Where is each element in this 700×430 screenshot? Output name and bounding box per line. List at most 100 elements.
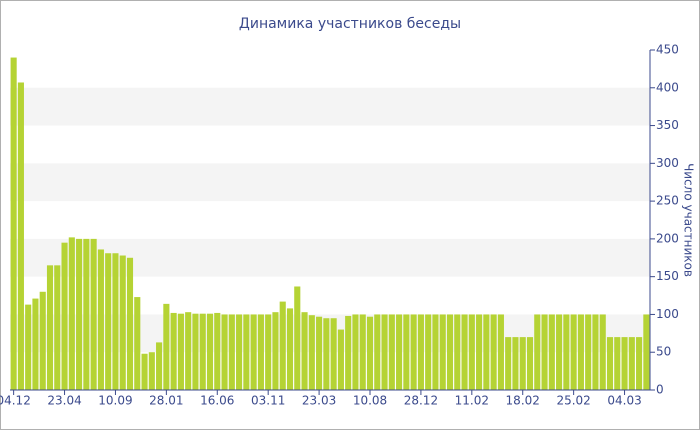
bar — [25, 304, 32, 390]
bar — [585, 314, 592, 390]
bar — [396, 314, 403, 390]
bar — [446, 314, 454, 390]
bar — [90, 238, 97, 390]
x-tick-label: 16.06 — [200, 394, 234, 408]
y-tick-label: 350 — [656, 118, 679, 132]
bar — [526, 337, 534, 390]
bar — [417, 314, 424, 390]
bar — [621, 337, 628, 390]
bar — [192, 313, 199, 390]
x-tick-label: 03.11 — [251, 394, 285, 408]
y-axis-label: Число участников — [682, 163, 696, 277]
bar — [403, 314, 410, 390]
bar — [556, 314, 563, 390]
bar — [316, 316, 323, 390]
bar — [126, 257, 134, 390]
bar — [83, 238, 90, 390]
bar — [388, 314, 395, 390]
bar — [105, 253, 112, 390]
bar — [163, 303, 170, 390]
x-tick-label: 04.03 — [607, 394, 641, 408]
bar — [141, 353, 148, 390]
bar — [257, 314, 264, 390]
bar — [352, 314, 359, 390]
bar — [10, 57, 17, 391]
bar — [599, 314, 606, 390]
bar — [534, 314, 541, 390]
bar — [490, 314, 497, 390]
bar — [483, 314, 490, 390]
bar — [243, 314, 250, 390]
bar — [323, 318, 330, 390]
bar — [68, 237, 75, 390]
bar — [454, 314, 461, 390]
bar — [614, 337, 621, 390]
bar — [497, 314, 504, 390]
bar — [177, 313, 184, 390]
bar — [250, 314, 257, 390]
bar — [628, 337, 635, 390]
bar — [32, 298, 39, 390]
bar — [410, 314, 417, 390]
bar — [265, 314, 272, 390]
y-tick-label: 50 — [656, 345, 671, 359]
y-tick-label: 200 — [656, 231, 679, 245]
grid-band — [10, 163, 650, 202]
bar — [432, 314, 439, 390]
x-tick-label: 04.12 — [0, 394, 31, 408]
bar — [476, 314, 483, 390]
bar — [46, 265, 54, 390]
bar — [592, 314, 599, 390]
x-tick-label: 23.03 — [302, 394, 336, 408]
bar — [76, 238, 83, 390]
x-tick-label: 28.01 — [149, 394, 183, 408]
bar — [97, 249, 104, 390]
bar — [156, 342, 163, 390]
bar — [112, 253, 119, 390]
y-tick-label: 100 — [656, 307, 679, 321]
bar — [359, 314, 366, 390]
chart-title: Динамика участников беседы — [239, 16, 461, 32]
bar — [54, 265, 61, 390]
bar — [39, 291, 46, 390]
x-tick-label: 25.02 — [556, 394, 590, 408]
bar — [512, 337, 519, 390]
bar — [185, 312, 192, 390]
bar — [286, 308, 294, 390]
y-tick-label: 0 — [656, 383, 664, 397]
grid-band — [10, 87, 650, 126]
y-tick-label: 250 — [656, 194, 679, 208]
bar — [345, 315, 352, 390]
bar — [228, 314, 235, 390]
bar — [61, 242, 68, 390]
bar — [366, 316, 374, 390]
y-tick-label: 450 — [656, 43, 679, 57]
bar — [301, 312, 308, 390]
bar — [221, 314, 228, 390]
bar — [519, 337, 526, 390]
x-tick-label: 10.08 — [353, 394, 387, 408]
bar — [468, 314, 475, 390]
bar — [199, 313, 206, 390]
bar — [381, 314, 388, 390]
bar — [439, 314, 446, 390]
bar — [577, 314, 584, 390]
y-tick-label: 150 — [656, 269, 679, 283]
bar — [119, 255, 126, 390]
bar — [279, 301, 286, 390]
bar — [214, 312, 221, 390]
bar — [148, 352, 155, 390]
bar — [425, 314, 432, 390]
y-tick-label: 400 — [656, 80, 679, 94]
x-tick-label: 18.02 — [506, 394, 540, 408]
bar — [541, 314, 548, 390]
bar — [294, 286, 301, 390]
bar — [236, 314, 243, 390]
x-tick-label: 11.02 — [455, 394, 489, 408]
bar — [206, 313, 214, 390]
x-tick-label: 23.04 — [47, 394, 81, 408]
bar — [134, 297, 141, 390]
bar — [170, 312, 177, 390]
bar — [272, 312, 279, 390]
